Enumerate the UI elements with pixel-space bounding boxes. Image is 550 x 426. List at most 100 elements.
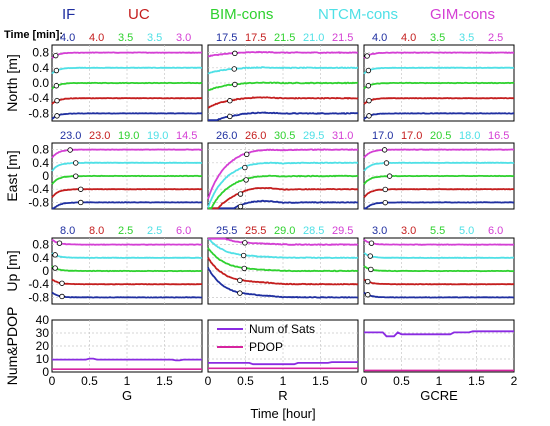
time-value: 3.5 [118,32,133,44]
y-axis-labels: North [m] East [m] Up [m] Num&PDOP [4,54,20,385]
convergence-marker [78,186,84,192]
y-tick-label: 40 [36,313,50,327]
sats-legend-entry: PDOP [249,340,283,354]
column-label-g: G [122,388,132,403]
x-tick-label: 1 [436,374,443,388]
y-tick-label: 0.4 [32,251,49,265]
time-value: 17.0 [372,130,393,142]
sats-legend-entry: Num of Sats [249,322,315,336]
time-value: 18.0 [459,130,480,142]
convergence-marker [365,83,372,89]
series-if [208,199,359,210]
convergence-marker [73,160,79,166]
series-gim-cons [51,148,203,159]
series-ntcm-cons [207,237,359,260]
time-value: 29.5 [303,130,324,142]
time-value: 3.5 [147,32,162,44]
series-gim-cons [363,51,515,59]
series-bim-cons [207,247,359,273]
sats-legend: Num of Sats PDOP [217,322,315,354]
time-value: 21.5 [332,32,353,44]
convergence-marker [52,252,58,258]
time-value: 8.0 [89,225,104,237]
x-tick-label: 0 [205,374,212,388]
x-tick-label: 1.5 [312,374,329,388]
series-uc [363,278,515,286]
series-ntcm-cons [51,252,203,259]
panel-north-g: 4.0 4.0 3.5 3.5 3.0 0.80.40.0-0.4-0.8 [28,32,203,122]
time-value: 29.5 [332,225,353,237]
time-value: 8.0 [60,225,75,237]
series-uc [208,186,359,210]
legend-ntcm-cons: NTCM-cons [318,6,398,23]
panel-sats-gcre: 0 0.5 1 1.5 2 GCRE [361,319,518,403]
y-tick-label: 0 [42,169,49,183]
series-uc [207,257,359,286]
legend-gim-cons: GIM-cons [430,6,495,23]
time-value: 17.0 [401,130,422,142]
series-num-of-sats [208,361,358,366]
series-if [52,201,203,210]
time-value: 2.5 [118,225,133,237]
convergence-marker [227,98,233,104]
convergence-marker [231,66,237,72]
time-value: 4.0 [372,32,387,44]
series-bim-cons [208,174,359,210]
panel-east-gcre: 17.0 17.0 20.5 18.0 16.5 [363,130,515,210]
y-tick-label: 0.8 [32,143,49,157]
x-tick-label: 1 [124,374,131,388]
series-if [363,291,514,299]
series-ntcm-cons [51,66,202,75]
y-tick-label: 10 [36,352,50,366]
time-value: 3.0 [176,32,191,44]
convergence-marker [382,186,388,193]
convergence-marker [227,113,233,120]
y-tick-label: -0.4 [28,182,49,196]
convergence-marker [364,53,370,59]
convergence-marker [237,277,243,284]
convergence-marker [56,240,63,246]
series-ntcm-cons [363,66,515,75]
convergence-marker [381,147,388,153]
time-value: 21.0 [303,32,324,44]
convergence-marker [53,83,60,89]
time-value: 23.0 [60,130,81,142]
convergence-marker [54,113,60,119]
series-uc [51,97,203,105]
x-tick-label: 1.5 [468,374,485,388]
series-uc [363,97,515,105]
series-gim-cons [207,148,359,200]
series-bim-cons [363,265,515,273]
convergence-marker [366,113,372,119]
time-value: 4.0 [401,32,416,44]
time-value: 3.5 [430,32,445,44]
y-tick-label: 0.0 [32,76,49,90]
convergence-marker [365,292,371,298]
time-value: 25.5 [216,225,237,237]
y-tick-label: 0 [42,264,49,278]
convergence-marker [232,81,238,88]
time-value: 30.5 [274,130,295,142]
y-axis-label: North [m] [4,54,20,112]
convergence-marker [59,280,65,286]
panel-north-r: 17.5 17.5 21.5 21.0 21.5 [207,32,359,122]
convergence-marker [53,67,60,74]
x-axis-label: Time [hour] [250,406,315,421]
panel-grid: Time [min]:4.0 4.0 3.5 3.5 3.00.80.40.0-0.4-… [4,29,518,403]
convergence-marker [241,265,247,272]
panel-east-r: 26.0 26.0 30.5 29.5 31.0 [207,130,359,210]
series-num-of-sats [52,357,202,362]
y-tick-label: -0.4 [28,91,49,105]
method-legend: IF UC BIM-cons NTCM-cons GIM-cons [62,6,495,23]
panel-east-g: 23.0 23.0 19.0 19.0 14.5 0.80.40-0.4-0.8 [28,130,203,210]
series-ntcm-cons [207,161,359,208]
x-tick-label: 0.5 [81,374,98,388]
panel-up-r: 25.5 25.5 29.0 28.5 29.5 [207,225,359,305]
convergence-marker [78,199,84,206]
panel-up-gcre: 3.0 3.0 5.5 5.0 6.0 [363,225,515,305]
time-value: 2.5 [147,225,162,237]
time-value: 3.0 [401,225,416,237]
legend-bim-cons: BIM-cons [210,6,273,23]
convergence-marker [237,191,244,197]
